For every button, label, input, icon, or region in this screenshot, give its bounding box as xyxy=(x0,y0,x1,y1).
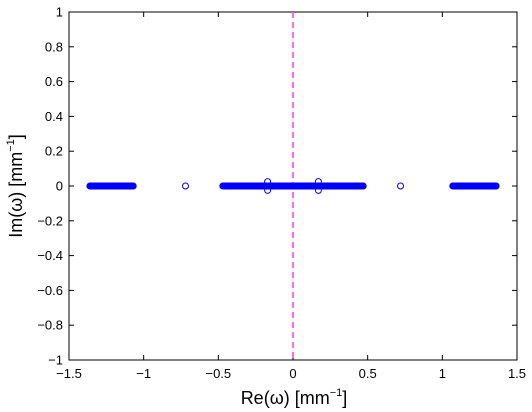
y-axis-label: Im(ω) [mm−1] xyxy=(5,134,26,238)
y-tick-label: −0.2 xyxy=(37,213,63,228)
y-tick-label: 0.2 xyxy=(45,144,63,159)
y-tick-label: −0.8 xyxy=(37,318,63,333)
x-tick-label: −1.5 xyxy=(56,366,82,381)
y-axis-label-main: Im(ω) [mm xyxy=(6,152,26,238)
y-tick-label: −0.6 xyxy=(37,283,63,298)
x-axis-label-exponent: −1 xyxy=(330,387,343,399)
data-point xyxy=(264,178,272,186)
y-axis-label-close: ] xyxy=(6,134,26,139)
data-point xyxy=(314,178,322,186)
x-tick-label: −0.5 xyxy=(205,366,231,381)
y-axis-label-exponent: −1 xyxy=(5,139,17,152)
y-tick-label: −0.4 xyxy=(37,248,63,263)
x-tick-label: 1 xyxy=(439,366,446,381)
x-tick-label: 0.5 xyxy=(359,366,377,381)
data-point xyxy=(129,182,137,190)
y-tick-label: 0.8 xyxy=(45,39,63,54)
x-tick-label: −1 xyxy=(136,366,151,381)
y-tick-label: 0 xyxy=(56,179,63,194)
tick-labels: −1.5 −1 −0.5 0 0.5 1 1.5−1−0.8−0.6−0.4−0.200.2… xyxy=(37,5,526,382)
y-tick-label: 0.4 xyxy=(45,109,63,124)
x-axis-label: Re(ω) [mm−1] xyxy=(241,387,348,408)
x-axis-label-close: ] xyxy=(342,388,347,408)
data-point xyxy=(264,186,272,194)
x-tick-label: 1.5 xyxy=(508,366,526,381)
x-axis-label-main: Re(ω) [mm xyxy=(241,388,330,408)
data-point xyxy=(492,182,500,190)
y-tick-label: −1 xyxy=(48,353,63,368)
y-tick-label: 0.6 xyxy=(45,74,63,89)
data-point xyxy=(181,182,189,190)
y-tick-label: 1 xyxy=(56,5,63,20)
data-point xyxy=(397,182,405,190)
data-point xyxy=(314,186,322,194)
x-tick-label: 0 xyxy=(289,366,296,381)
data-point xyxy=(359,182,367,190)
data-markers xyxy=(86,178,500,194)
